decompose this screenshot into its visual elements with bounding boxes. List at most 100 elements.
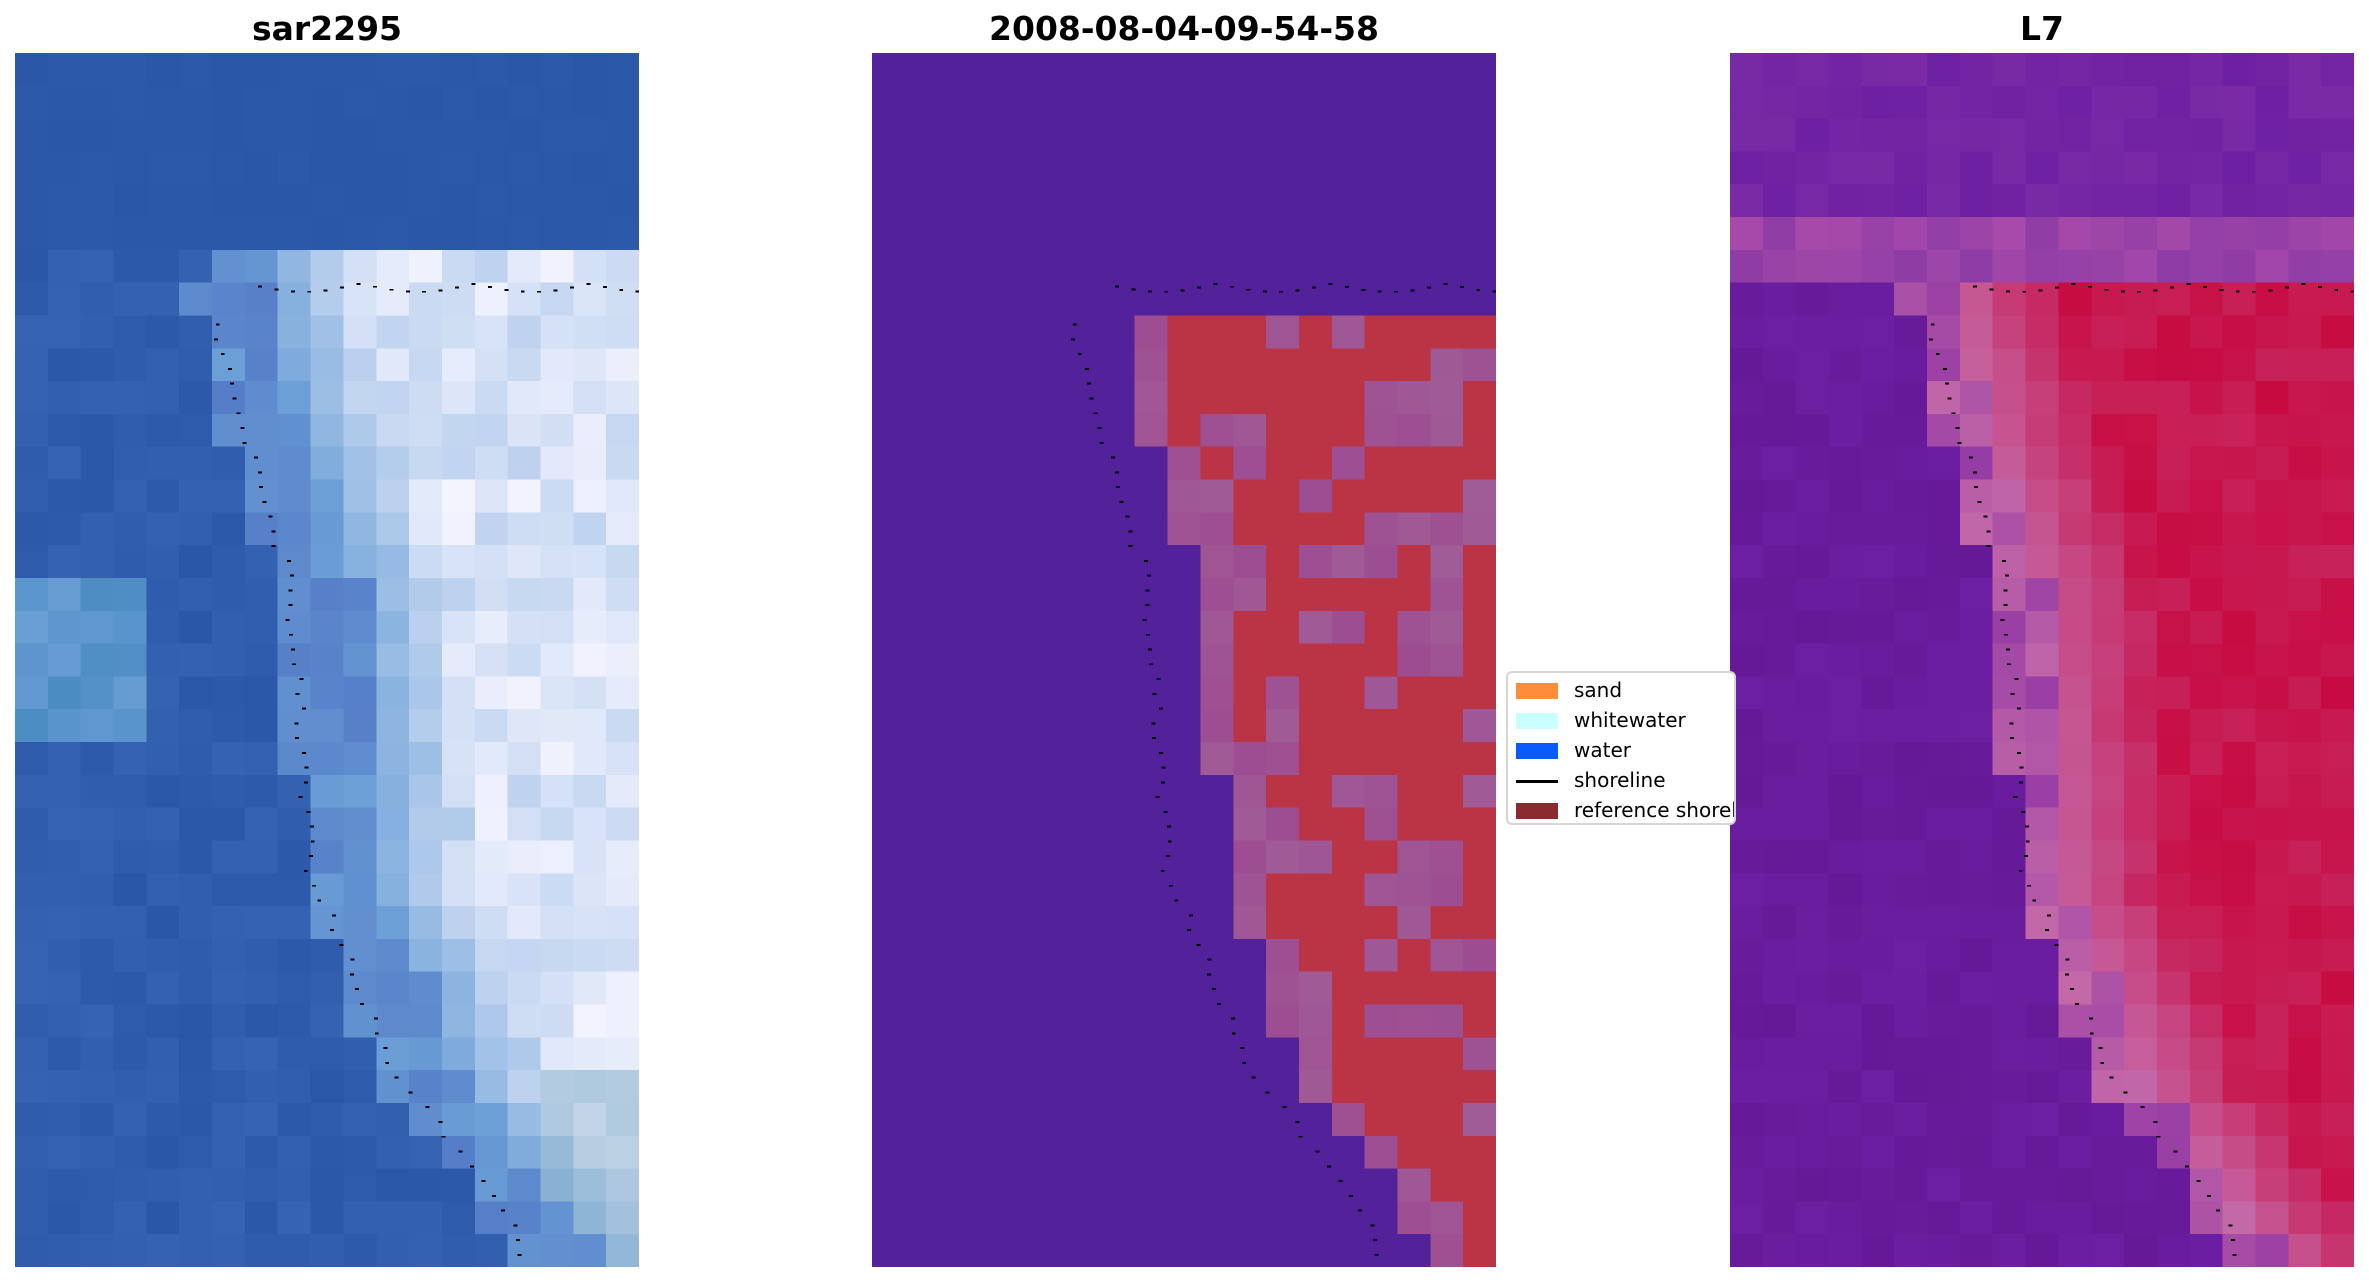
panel-title-rgb: sar2295	[251, 9, 403, 48]
shoreline-point	[2009, 737, 2014, 740]
shoreline-point	[2024, 855, 2029, 858]
legend-item-water: water	[1508, 735, 1734, 765]
shoreline-point	[2153, 1120, 2158, 1123]
shoreline-point	[290, 290, 295, 293]
shoreline-point	[2002, 559, 2007, 562]
shoreline-point	[295, 692, 300, 695]
shoreline-point	[1242, 1061, 1247, 1064]
shoreline-point	[1942, 367, 1947, 370]
shoreline-point	[1186, 929, 1191, 932]
legend-label-reference-shoreline: reference shoreline buffer	[1574, 798, 1736, 822]
shoreline-point	[1427, 286, 1431, 289]
shoreline-point	[2252, 290, 2257, 293]
shoreline-point	[500, 1209, 505, 1212]
shoreline-point	[441, 1135, 446, 1138]
shoreline-point	[570, 286, 574, 289]
shoreline-point	[1240, 1047, 1245, 1050]
shoreline-point	[2022, 290, 2027, 293]
shoreline-point	[481, 1180, 486, 1183]
shoreline-point	[2054, 943, 2059, 946]
shoreline-point	[1374, 1253, 1379, 1256]
shoreline-point	[2334, 288, 2339, 291]
shoreline-point	[586, 283, 591, 286]
shoreline-point	[1197, 286, 1202, 289]
shoreline-point	[2215, 1209, 2220, 1212]
shoreline-point	[1086, 382, 1091, 385]
shoreline-point	[383, 1047, 388, 1050]
shoreline-point	[2003, 633, 2008, 636]
shoreline-point	[2075, 1002, 2079, 1005]
legend-label-water: water	[1574, 738, 1631, 762]
shoreline-point	[2019, 781, 2024, 784]
shoreline-point	[298, 796, 303, 799]
shoreline-point	[619, 288, 624, 291]
shoreline-point	[1119, 500, 1124, 503]
shoreline-point	[2088, 1017, 2093, 1020]
rgb-image-panel	[15, 53, 639, 1267]
shoreline-point	[1125, 515, 1130, 518]
shoreline-point	[1370, 1224, 1375, 1227]
shoreline-point	[1969, 456, 1974, 459]
shoreline-point	[1986, 530, 1991, 533]
shoreline-point	[1394, 290, 1399, 293]
index-image-panel	[1730, 53, 2354, 1267]
shoreline-point	[1217, 1002, 1221, 1005]
shoreline-point	[2005, 290, 2010, 293]
shoreline-point	[1151, 737, 1156, 740]
shoreline-point	[2140, 1106, 2145, 1109]
panel-title-classified: 2008-08-04-09-54-58	[989, 9, 1379, 48]
shoreline-point	[2017, 707, 2021, 710]
shoreline-point	[355, 988, 359, 991]
shoreline-point	[385, 1061, 390, 1064]
shoreline-point	[2014, 678, 2019, 681]
shoreline-point	[2013, 796, 2018, 799]
shoreline-point	[2065, 973, 2070, 976]
shoreline-point	[2120, 290, 2125, 293]
shoreline-point	[635, 290, 639, 293]
shoreline-point	[229, 382, 234, 385]
shoreline-point	[2202, 285, 2207, 288]
shoreline-point	[470, 1165, 475, 1168]
shoreline-point	[1077, 353, 1082, 356]
shoreline-point	[2100, 1061, 2105, 1064]
shoreline-point	[2170, 286, 2175, 289]
shoreline-point	[1279, 290, 1284, 293]
shoreline-point	[309, 855, 314, 858]
shoreline-point	[288, 589, 293, 592]
shoreline-point	[306, 810, 311, 813]
shoreline-point	[1145, 633, 1150, 636]
shoreline-point	[2317, 285, 2322, 288]
shoreline-point	[332, 914, 337, 917]
shoreline-point	[1282, 1106, 1287, 1109]
shoreline-point	[455, 286, 460, 289]
classified-image	[872, 53, 1496, 1267]
shoreline-point	[2196, 1180, 2201, 1183]
shoreline-point	[2109, 1076, 2114, 1079]
shoreline-point	[1151, 722, 1156, 725]
shoreline-points	[213, 283, 639, 1256]
shoreline-point	[2017, 751, 2022, 754]
shoreline-point	[299, 678, 304, 681]
shoreline-point	[1131, 288, 1136, 291]
shoreline-point	[1230, 1017, 1235, 1020]
sand-swatch	[1516, 683, 1558, 699]
shoreline-point	[553, 289, 558, 292]
shoreline-point	[2021, 810, 2026, 813]
shoreline-point	[1373, 1239, 1378, 1242]
shoreline-point	[350, 973, 355, 976]
shoreline-point	[1977, 500, 1982, 503]
shoreline-point	[1983, 515, 1988, 518]
shoreline-point	[1377, 290, 1382, 293]
shoreline-point	[304, 781, 309, 784]
shoreline-point	[373, 1017, 378, 1020]
shoreline-point	[288, 604, 293, 607]
shoreline-point	[307, 290, 312, 293]
shoreline-point	[258, 285, 262, 288]
classified-image-panel	[872, 53, 1496, 1267]
shoreline-point	[1348, 1194, 1353, 1197]
shoreline-point	[310, 840, 315, 843]
shoreline-point	[2025, 825, 2029, 828]
shoreline-point	[1128, 530, 1133, 533]
shoreline-point	[1973, 471, 1978, 474]
shoreline-point	[516, 1239, 521, 1242]
